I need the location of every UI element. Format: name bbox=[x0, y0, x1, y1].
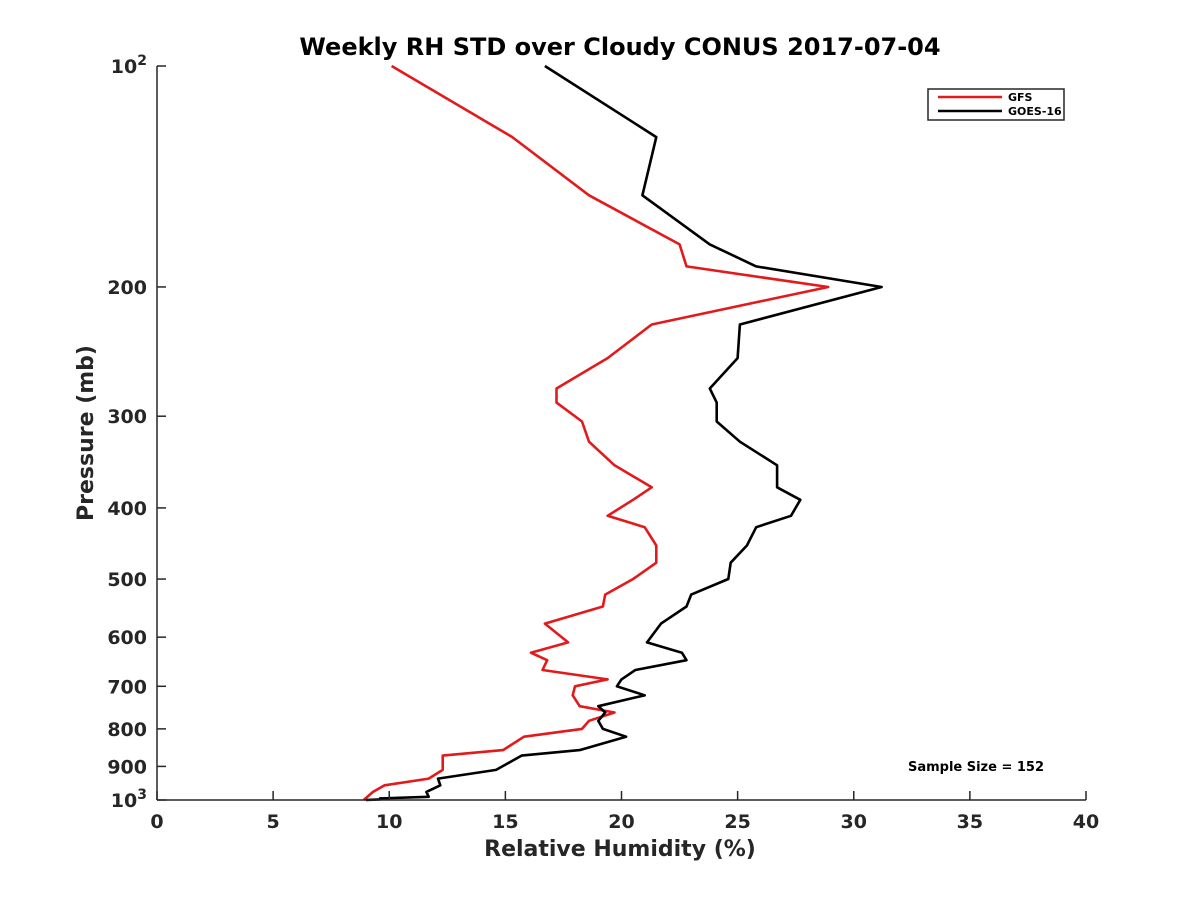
y-tick-label: 500 bbox=[107, 569, 147, 591]
y-tick-label: 700 bbox=[107, 676, 147, 698]
x-tick-label: 25 bbox=[724, 811, 750, 833]
x-tick-label: 40 bbox=[1073, 811, 1099, 833]
x-tick-label: 15 bbox=[492, 811, 518, 833]
x-tick-label: 5 bbox=[267, 811, 280, 833]
x-axis-label: Relative Humidity (%) bbox=[484, 837, 756, 862]
x-tick-label: 10 bbox=[376, 811, 402, 833]
sample-size-annotation: Sample Size = 152 bbox=[908, 760, 1044, 775]
y-tick-label: 600 bbox=[107, 627, 147, 649]
y-ticks: 102 200 300 400 500 600 700 800 900 103 bbox=[107, 53, 166, 812]
x-tick-label: 0 bbox=[150, 811, 163, 833]
x-ticks: 0 5 10 15 20 25 30 35 40 bbox=[150, 791, 1099, 833]
y-tick-label: 102 bbox=[111, 53, 147, 78]
chart-title: Weekly RH STD over Cloudy CONUS 2017-07-… bbox=[299, 33, 940, 61]
series-line-gfs bbox=[362, 64, 830, 801]
legend: GFS GOES-16 bbox=[927, 88, 1065, 121]
y-tick-label: 300 bbox=[107, 406, 147, 428]
y-axis-label: Pressure (mb) bbox=[74, 345, 99, 521]
legend-label-gfs: GFS bbox=[1008, 91, 1033, 104]
y-tick-label: 103 bbox=[111, 787, 147, 812]
legend-box bbox=[927, 88, 1065, 121]
legend-label-goes-16: GOES-16 bbox=[1008, 105, 1062, 118]
plot-lines bbox=[362, 64, 883, 802]
x-tick-label: 35 bbox=[957, 811, 983, 833]
y-tick-label: 800 bbox=[107, 719, 147, 741]
y-tick-label: 200 bbox=[107, 277, 147, 299]
series-line-goes-16 bbox=[365, 64, 883, 802]
x-tick-label: 20 bbox=[608, 811, 634, 833]
y-tick-label: 900 bbox=[107, 756, 147, 778]
x-tick-label: 30 bbox=[841, 811, 867, 833]
y-tick-label: 400 bbox=[107, 498, 147, 520]
